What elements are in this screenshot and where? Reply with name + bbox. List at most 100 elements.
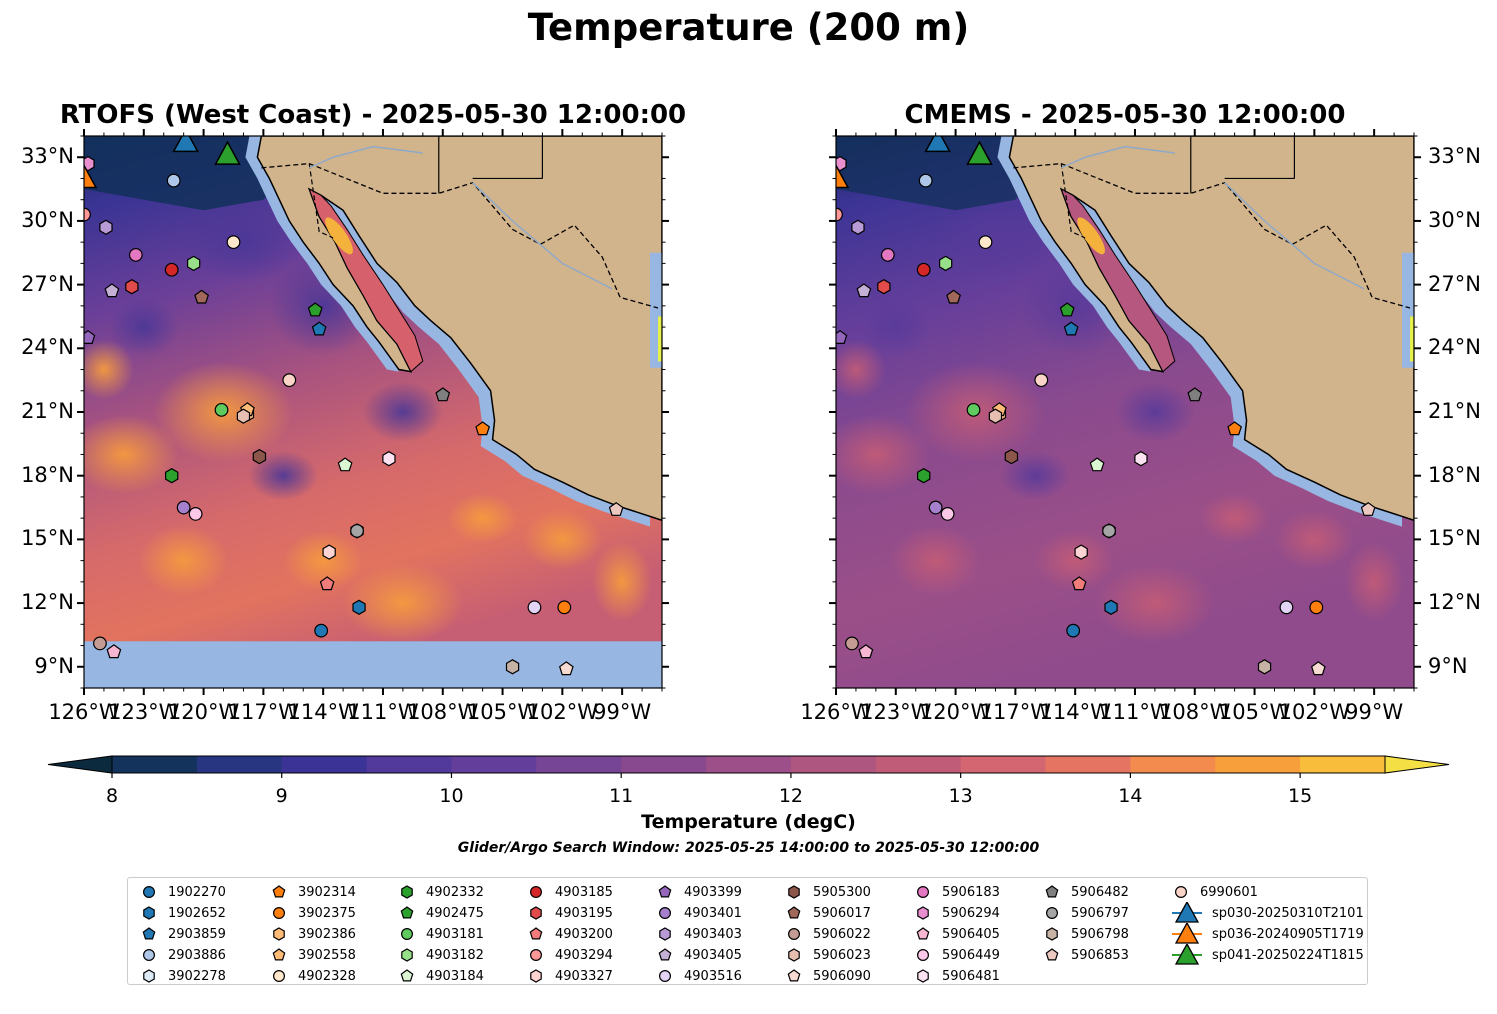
legend-marker	[1045, 906, 1059, 920]
argo-float-marker	[1074, 544, 1088, 560]
eddy-feature	[248, 450, 319, 501]
argo-float-marker	[1134, 451, 1148, 467]
legend-label: 5906022	[813, 926, 871, 942]
legend-label: sp030-20250310T2101	[1212, 905, 1364, 921]
colorbar-bin	[960, 756, 1047, 773]
legend-marker-shape	[272, 969, 286, 983]
legend-label: 2903886	[168, 947, 226, 963]
legend-marker-shape	[272, 885, 286, 898]
legend-item: 4903181	[396, 924, 484, 944]
lat-tick-label: 12°N	[1428, 590, 1481, 615]
legend-item: 5906797	[1041, 903, 1129, 923]
legend-marker	[788, 885, 800, 899]
colorbar-label: Temperature (degC)	[641, 811, 856, 833]
argo-float-marker	[176, 500, 191, 515]
gulf-of-mexico-warm	[658, 316, 662, 362]
lon-tick-label: 123°W	[108, 700, 180, 724]
argo-float-marker	[128, 247, 143, 262]
lon-tick-label: 123°W	[860, 700, 932, 724]
eddy-feature	[84, 339, 134, 400]
warm-gulf-core	[325, 217, 353, 255]
legend-item: 4902475	[396, 903, 484, 923]
legend-label: 5906090	[813, 968, 871, 984]
argo-float-marker	[337, 457, 353, 472]
legend-marker-shape	[916, 885, 930, 899]
eddy-feature	[860, 297, 931, 358]
legend-label: 6990601	[1200, 884, 1258, 900]
legend-item: 5906405	[912, 924, 1000, 944]
lat-tick-label: 24°N	[1428, 335, 1481, 360]
lat-tick-label: 15°N	[21, 526, 74, 551]
legend-marker-shape	[1045, 885, 1059, 898]
lon-tick-label: 108°W	[1159, 700, 1231, 724]
colorbar-frame	[111, 755, 1386, 774]
legend-marker-shape	[788, 948, 800, 962]
eddy-feature	[522, 509, 603, 570]
lat-tick-label: 9°N	[1428, 653, 1468, 678]
legend-item: 1902652	[138, 903, 226, 923]
legend-item: 5906017	[783, 903, 871, 923]
legend-marker-shape	[529, 948, 543, 962]
lat-tick-label: 18°N	[21, 462, 74, 487]
legend-marker-shape	[1045, 906, 1059, 920]
argo-float-marker	[938, 255, 953, 272]
legend: 1902270 1902652 2903859 2903886 3902278 39023…	[127, 877, 1368, 985]
legend-label: 4903405	[684, 947, 742, 963]
legend-label: 4902475	[426, 905, 484, 921]
lat-tick-label: 30°N	[1428, 207, 1481, 232]
colorbar	[47, 755, 1450, 778]
legend-item: 4903401	[654, 903, 742, 923]
colorbar-bin	[536, 756, 622, 773]
legend-marker-shape	[787, 927, 801, 941]
lat-tick-label: 27°N	[21, 271, 74, 296]
state-border	[308, 163, 334, 239]
colorbar-bin	[196, 756, 283, 773]
legend-marker-shape	[659, 927, 671, 941]
legend-marker	[529, 927, 543, 940]
legend-marker	[659, 927, 671, 941]
lon-tick-label: 114°W	[287, 700, 359, 724]
glider-marker	[214, 140, 241, 165]
panel-title-rtofs: RTOFS (West Coast) - 2025-05-30 12:00:00	[59, 100, 687, 130]
legend-label: sp041-20250224T1815	[1212, 947, 1364, 963]
legend-marker-shape	[273, 927, 285, 941]
glider-marker	[84, 163, 98, 189]
legend-label: 4902328	[298, 968, 356, 984]
lon-tick-label: 120°W	[919, 700, 992, 724]
colorbar-bin	[1130, 756, 1216, 773]
glider-marker	[924, 136, 951, 153]
legend-marker	[142, 885, 156, 899]
argo-float-marker	[1066, 623, 1081, 638]
lon-tick-label: 120°W	[167, 700, 240, 724]
colorbar-tick-label: 9	[275, 785, 288, 807]
legend-marker-shape	[400, 906, 414, 919]
legend-marker	[273, 927, 285, 941]
eddy-feature	[1094, 563, 1215, 644]
argo-float-marker	[350, 523, 364, 538]
legend-label: 3902314	[298, 884, 356, 900]
legend-item: 5906294	[912, 903, 1000, 923]
argo-float-marker	[1310, 661, 1326, 676]
colorbar-bin	[1045, 756, 1131, 773]
legend-marker	[658, 969, 672, 983]
legend-marker-shape	[529, 927, 543, 940]
no-data-band	[84, 641, 662, 688]
legend-label: 2903859	[168, 926, 226, 942]
legend-label: 5906294	[942, 905, 1000, 921]
legend-label: 4903181	[426, 926, 484, 942]
eddy-feature	[108, 297, 179, 358]
legend-label: 5906023	[813, 947, 871, 963]
legend-label: 4903399	[684, 884, 742, 900]
legend-marker	[787, 969, 801, 982]
gulf-of-mexico-warm	[1410, 316, 1414, 362]
legend-marker	[658, 885, 672, 898]
legend-marker	[788, 948, 800, 962]
legend-item: 4903182	[396, 945, 484, 965]
legend-marker	[142, 948, 156, 962]
argo-float-marker	[84, 329, 96, 344]
argo-float-marker	[1034, 373, 1049, 388]
legend-marker	[530, 906, 542, 920]
argo-float-marker	[435, 387, 451, 402]
legend-label: 5906797	[1071, 905, 1129, 921]
legend-label: 3902386	[298, 926, 356, 942]
